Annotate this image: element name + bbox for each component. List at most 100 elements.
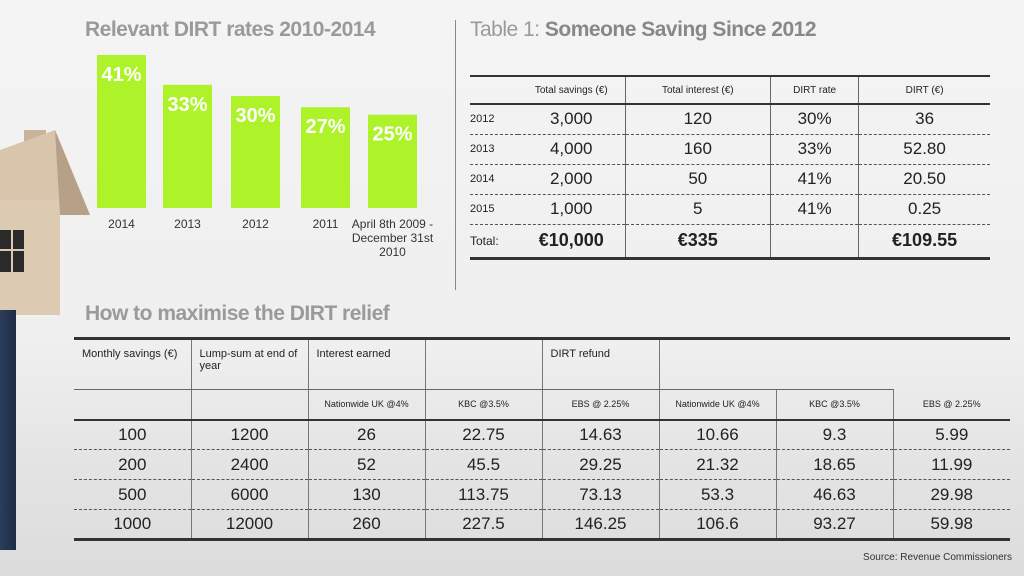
table2-title: How to maximise the DIRT relief xyxy=(85,302,390,325)
sub-header: EBS @ 2.25% xyxy=(541,389,659,421)
table-cell: 46.63 xyxy=(775,479,893,510)
table-cell: 2012 xyxy=(470,104,518,135)
column-header xyxy=(470,76,518,105)
bar-1 xyxy=(163,84,212,208)
table-cell: 5.99 xyxy=(892,419,1010,450)
table-cell: 0.25 xyxy=(858,194,990,225)
column-header: DIRT refund xyxy=(541,338,659,390)
category-label: 2011 xyxy=(313,217,339,231)
column-header xyxy=(658,338,776,390)
table-cell: 6000 xyxy=(190,479,308,510)
table-row: 2013 4,000 160 33% 52.80 xyxy=(470,134,990,165)
table1-title: Table 1: Someone Saving Since 2012 xyxy=(470,18,817,42)
table-cell: 100 xyxy=(74,419,191,450)
table-cell: 29.98 xyxy=(892,479,1010,510)
table-cell: 10.66 xyxy=(658,419,776,450)
table-cell: 1000 xyxy=(74,509,191,540)
table-cell: 12000 xyxy=(190,509,308,540)
table-cell: 30% xyxy=(770,104,859,135)
table-dirt-relief: Monthly savings (€) Lump-sum at end of ye… xyxy=(74,337,1010,541)
sub-header: EBS @ 2.25% xyxy=(892,389,1010,421)
bar-2 xyxy=(231,96,280,208)
column-header: Interest earned xyxy=(307,338,425,390)
table-cell: 160 xyxy=(624,134,771,165)
table-cell: 113.75 xyxy=(424,479,542,510)
table1-title-prefix: Table 1: xyxy=(470,18,545,41)
sub-header: Nationwide UK @4% xyxy=(307,389,425,421)
table-cell: 5 xyxy=(624,194,771,225)
table-row: 2012 3,000 120 30% 36 xyxy=(470,104,990,135)
table-cell: 9.3 xyxy=(775,419,893,450)
table-cell: 2014 xyxy=(470,164,518,195)
table-cell: 2013 xyxy=(470,134,518,165)
sub-header xyxy=(74,389,191,421)
column-header xyxy=(424,338,542,390)
table-cell: 45.5 xyxy=(424,449,542,480)
table-cell: 120 xyxy=(624,104,771,135)
table-cell: 36 xyxy=(858,104,990,135)
table-cell: 21.32 xyxy=(658,449,776,480)
total-cell: €109.55 xyxy=(858,224,990,258)
table-cell: 26 xyxy=(307,419,425,450)
table-row: 500 6000 130 113.75 73.13 53.3 46.63 29.98 xyxy=(74,479,1010,510)
category-label: April 8th 2009 -December 31st 2010 xyxy=(352,217,434,259)
table-cell: 227.5 xyxy=(424,509,542,540)
total-cell: €335 xyxy=(624,224,771,258)
table-cell: 18.65 xyxy=(775,449,893,480)
bar-value-label: 30% xyxy=(235,105,275,127)
table-cell: 41% xyxy=(770,164,859,195)
column-header xyxy=(776,338,893,390)
table-cell: 200 xyxy=(74,449,191,480)
table-cell: 20.50 xyxy=(858,164,990,195)
sub-header: Nationwide UK @4% xyxy=(658,389,776,421)
table-cell: 260 xyxy=(307,509,425,540)
table-cell: 2,000 xyxy=(518,164,625,195)
bar-3 xyxy=(301,107,350,208)
table-cell: 11.99 xyxy=(892,449,1010,480)
table1-title-main: Someone Saving Since 2012 xyxy=(544,18,817,41)
table-cell: 1,000 xyxy=(518,194,625,225)
column-header: Total savings (€) xyxy=(518,76,625,105)
table-cell: 50 xyxy=(624,164,771,195)
total-cell: Total: xyxy=(470,233,499,248)
column-header: Monthly savings (€) xyxy=(74,338,191,390)
column-header: Total interest (€) xyxy=(624,76,771,105)
bar-value-label: 25% xyxy=(372,124,412,146)
bar-4 xyxy=(368,114,417,208)
category-label: 2012 xyxy=(242,217,269,231)
table-someone-saving: Total savings (€) Total interest (€) DIRT … xyxy=(470,75,990,260)
bar-0 xyxy=(97,55,146,208)
table-cell: 14.63 xyxy=(541,419,659,450)
header-row-sub: Nationwide UK @4% KBC @3.5% EBS @ 2.25% Nat… xyxy=(74,389,1010,421)
table-cell: 53.3 xyxy=(658,479,776,510)
bar-value-label: 33% xyxy=(167,94,207,116)
chart-title: Relevant DIRT rates 2010-2014 xyxy=(85,18,376,41)
source-note: Source: Revenue Commissioners xyxy=(863,552,1012,563)
table-cell: 146.25 xyxy=(541,509,659,540)
column-header: DIRT rate xyxy=(770,76,859,105)
category-label: 2013 xyxy=(174,217,201,231)
sub-header: KBC @3.5% xyxy=(424,389,542,421)
table-cell: 500 xyxy=(74,479,191,510)
person-legs xyxy=(0,310,16,550)
table-cell: 3,000 xyxy=(518,104,625,135)
house-illustration xyxy=(0,110,95,320)
bar-chart: 41% 2014 33% 2013 30% 2012 27% 2011 25% April 8th… xyxy=(97,55,434,259)
table-cell: 29.25 xyxy=(541,449,659,480)
table-cell: 52 xyxy=(307,449,425,480)
table-cell: 52.80 xyxy=(858,134,990,165)
table-cell: 22.75 xyxy=(424,419,542,450)
table-cell: 2400 xyxy=(190,449,308,480)
table-cell: 2015 xyxy=(470,194,518,225)
table-cell: 33% xyxy=(770,134,859,165)
table-cell: 41% xyxy=(770,194,859,225)
bar-value-label: 27% xyxy=(305,116,345,138)
table-row: 2015 1,000 5 41% 0.25 xyxy=(470,194,990,225)
category-label: 2014 xyxy=(108,217,135,231)
table-cell: 106.6 xyxy=(658,509,776,540)
table-row: 1000 12000 260 227.5 146.25 106.6 93.27 59.98 xyxy=(74,509,1010,540)
table-cell: 93.27 xyxy=(775,509,893,540)
table-cell: 1200 xyxy=(190,419,308,450)
header-row-top: Monthly savings (€) Lump-sum at end of ye… xyxy=(74,338,1010,390)
bar-value-label: 41% xyxy=(101,64,141,86)
